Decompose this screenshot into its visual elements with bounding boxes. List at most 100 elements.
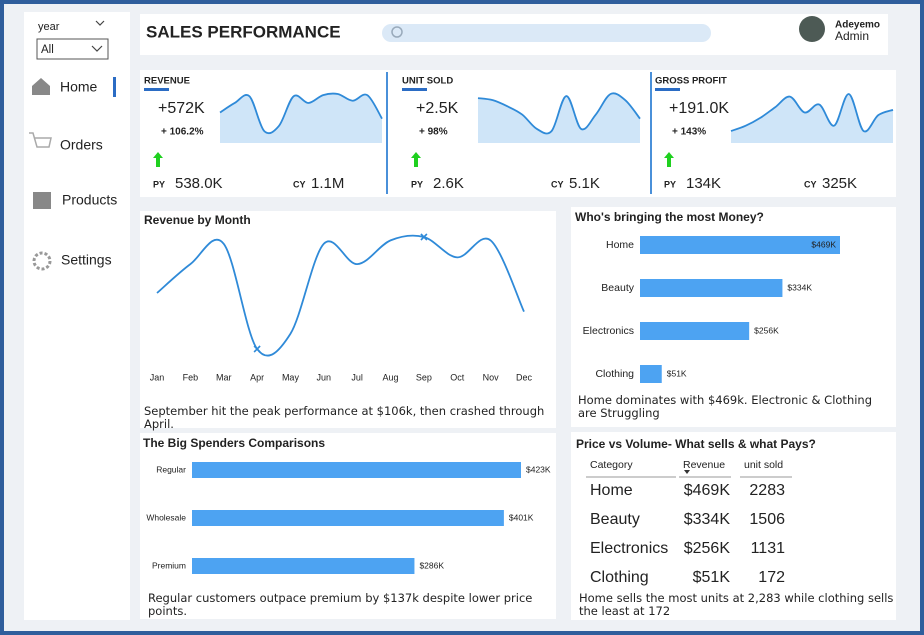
kpi-underline bbox=[655, 88, 680, 91]
x-tick-label: Sep bbox=[416, 372, 432, 382]
line bbox=[156, 234, 525, 357]
chevron bbox=[91, 45, 103, 52]
sparkline bbox=[219, 92, 383, 135]
x-tick-label: May bbox=[282, 372, 300, 382]
bar bbox=[640, 365, 662, 383]
kpi-title: UNIT SOLD bbox=[402, 76, 453, 87]
category-label: Beauty bbox=[601, 282, 634, 294]
category-label: Premium bbox=[152, 560, 186, 570]
chart-note: Home dominates with $469k. Electronic & … bbox=[578, 393, 873, 420]
active-indicator bbox=[113, 77, 116, 97]
kpi-change: +572K bbox=[158, 100, 205, 117]
category-label: Regular bbox=[156, 464, 186, 474]
sidebar bbox=[24, 12, 130, 620]
kpi-underline bbox=[144, 88, 169, 91]
products-icon bbox=[33, 192, 51, 209]
x-tick-label: Apr bbox=[250, 372, 264, 382]
table-title: Price vs Volume- What sells & what Pays? bbox=[576, 437, 816, 451]
sparkline-area bbox=[478, 93, 640, 143]
nav-item[interactable]: Settings bbox=[61, 252, 112, 268]
chart-title: The Big Spenders Comparisons bbox=[143, 436, 325, 450]
bar bbox=[192, 510, 504, 526]
filter-label: year bbox=[38, 21, 60, 33]
table-cell: Beauty bbox=[590, 511, 640, 528]
sparkline-area bbox=[220, 93, 382, 143]
table-cell: 2283 bbox=[749, 482, 785, 499]
category-label: Wholesale bbox=[146, 512, 186, 522]
chart-note: September hit the peak performance at $1… bbox=[144, 404, 545, 431]
avatar[interactable] bbox=[799, 16, 825, 42]
value-label: $256K bbox=[754, 325, 779, 335]
up-arrow bbox=[411, 152, 421, 167]
category-label: Clothing bbox=[595, 368, 634, 380]
column-header: unit sold bbox=[744, 459, 783, 471]
column-header: Revenue bbox=[683, 459, 725, 471]
nav-item[interactable]: Home bbox=[60, 79, 98, 95]
x-tick-label: Mar bbox=[216, 372, 232, 382]
chart-title: Who's bringing the most Money? bbox=[575, 210, 764, 224]
table-cell: $334K bbox=[684, 511, 731, 528]
chevron bbox=[95, 20, 105, 26]
kpi-py-label: PY bbox=[411, 179, 423, 189]
kpi-change-pct: + 98% bbox=[419, 127, 448, 138]
bar bbox=[192, 558, 415, 574]
user-name: Adeyemo bbox=[835, 20, 880, 31]
point-marker bbox=[420, 233, 428, 241]
page-title: SALES PERFORMANCE bbox=[146, 22, 341, 41]
kpi-py: 134K bbox=[686, 175, 721, 192]
x-tick-label: Oct bbox=[450, 372, 465, 382]
panel bbox=[571, 432, 896, 620]
search-bar[interactable] bbox=[382, 24, 711, 42]
settings-icon bbox=[32, 251, 52, 271]
user-role: Admin bbox=[835, 29, 869, 43]
kpi-py: 538.0K bbox=[175, 175, 223, 192]
x-tick-label: Aug bbox=[383, 372, 399, 382]
bar bbox=[640, 322, 750, 340]
kpi-cy-label: CY bbox=[804, 179, 817, 189]
dropdown-value: All bbox=[41, 44, 54, 56]
year-dropdown[interactable] bbox=[36, 38, 109, 60]
kpi-cy: 5.1K bbox=[569, 175, 600, 192]
x-tick-label: Jun bbox=[317, 372, 332, 382]
panel bbox=[140, 211, 556, 428]
x-tick-label: Jan bbox=[150, 372, 165, 382]
search-icon bbox=[391, 26, 403, 38]
table-cell: 1131 bbox=[751, 540, 786, 557]
orders-icon bbox=[29, 132, 52, 148]
kpi-py-label: PY bbox=[153, 179, 165, 189]
kpi-cy-label: CY bbox=[551, 179, 564, 189]
value-label: $469K bbox=[811, 239, 836, 249]
up-arrow bbox=[664, 152, 674, 167]
table-cell: 1506 bbox=[749, 511, 785, 528]
nav-item[interactable]: Products bbox=[62, 192, 117, 208]
category-label: Electronics bbox=[583, 325, 634, 337]
kpi-change: +191.0K bbox=[669, 100, 729, 117]
nav-item[interactable]: Orders bbox=[60, 137, 103, 153]
kpi-cy: 1.1M bbox=[311, 175, 344, 192]
table-cell: Electronics bbox=[590, 540, 668, 557]
sparkline-area bbox=[731, 93, 893, 143]
up-arrow bbox=[153, 152, 163, 167]
table-cell: $469K bbox=[684, 482, 731, 499]
x-tick-label: Dec bbox=[516, 372, 533, 382]
table-cell: 172 bbox=[758, 569, 785, 586]
table-cell: $51K bbox=[693, 569, 731, 586]
value-label: $51K bbox=[667, 368, 687, 378]
chart-title: Revenue by Month bbox=[144, 213, 251, 227]
x-tick-label: Jul bbox=[351, 372, 363, 382]
table-cell: Clothing bbox=[590, 569, 649, 586]
value-label: $286K bbox=[419, 560, 444, 570]
table-note: Home sells the most units at 2,283 while… bbox=[579, 591, 894, 618]
table-cell: $256K bbox=[684, 540, 731, 557]
kpi-cy-label: CY bbox=[293, 179, 306, 189]
kpi-underline bbox=[402, 88, 427, 91]
bar bbox=[640, 236, 840, 254]
kpi-title: REVENUE bbox=[144, 76, 190, 87]
sparkline bbox=[477, 92, 641, 135]
kpi-title: GROSS PROFIT bbox=[655, 76, 727, 87]
kpi-change: +2.5K bbox=[416, 100, 459, 117]
home-icon bbox=[32, 78, 50, 95]
bar bbox=[640, 279, 783, 297]
